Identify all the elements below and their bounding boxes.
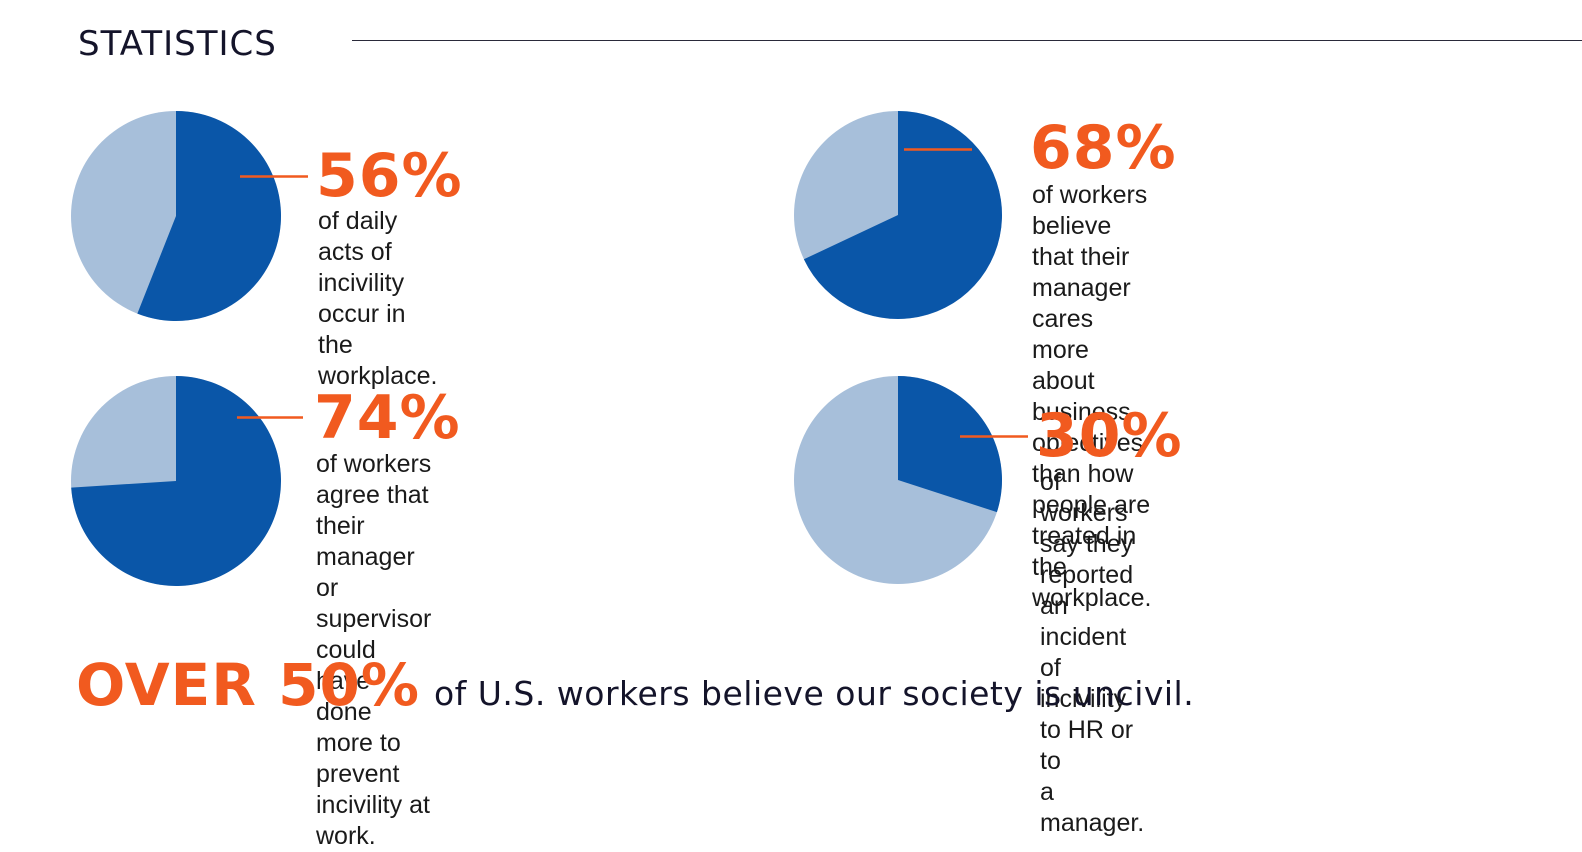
- tagline: OVER 50% of U.S. workers believe our soci…: [76, 650, 1194, 736]
- pie-slice-value: [71, 376, 282, 586]
- pointer-line-3: [237, 416, 303, 419]
- pointer-line-1: [240, 175, 308, 178]
- stat-percent-3: 74%: [314, 383, 461, 453]
- pie-chart-2: [794, 111, 1002, 319]
- pie-chart-3: [71, 376, 282, 586]
- pie-slice-value: [803, 111, 1002, 319]
- pointer-line-2: [904, 148, 972, 151]
- pie-slice-value: [137, 111, 281, 321]
- tagline-text: of U.S. workers believe our society is u…: [433, 674, 1195, 713]
- stat-description-2: of workers believe that their manager ca…: [1032, 181, 1152, 612]
- section-header: STATISTICS: [78, 18, 1582, 68]
- stat-description-1: of daily acts of incivility occur in the…: [318, 207, 438, 390]
- stat-percent-2: 68%: [1030, 113, 1177, 183]
- stat-percent-4: 30%: [1036, 401, 1183, 471]
- tagline-emphasis: OVER 50%: [76, 651, 420, 719]
- pie-chart-1: [71, 111, 281, 321]
- section-title: STATISTICS: [78, 24, 277, 64]
- pie-chart-4: [794, 376, 1002, 584]
- stat-percent-1: 56%: [316, 141, 463, 211]
- pie-slice-value: [898, 376, 1002, 513]
- pointer-line-4: [960, 435, 1028, 438]
- header-rule: [352, 40, 1582, 41]
